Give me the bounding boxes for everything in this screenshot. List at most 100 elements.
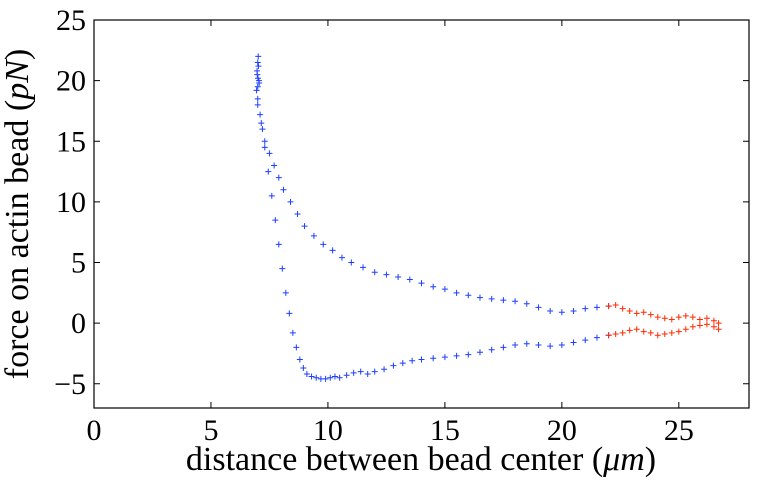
data-point [682, 326, 689, 333]
data-point [338, 254, 345, 261]
data-point [418, 280, 425, 287]
data-point [360, 264, 367, 271]
x-axis-ticks: 0 5 10 15 20 25 [87, 20, 694, 447]
data-point [418, 356, 425, 363]
data-point [619, 329, 626, 336]
series-0 [253, 53, 612, 382]
data-point [430, 355, 437, 362]
data-point [715, 320, 722, 327]
data-point [626, 308, 633, 314]
data-point [453, 352, 460, 359]
data-point [523, 300, 530, 307]
data-point [570, 339, 577, 346]
data-point [605, 332, 612, 339]
data-point [275, 241, 282, 248]
data-point [371, 269, 378, 276]
data-point [668, 329, 675, 336]
data-point [476, 349, 483, 356]
data-point [268, 192, 275, 199]
data-point [654, 332, 661, 339]
data-point [488, 295, 495, 302]
data-point [710, 323, 717, 330]
data-point [266, 150, 273, 157]
data-point [715, 326, 722, 333]
data-point [689, 323, 696, 330]
x-axis-unit: μm [602, 441, 645, 478]
data-point [286, 310, 293, 317]
data-point [303, 371, 310, 378]
data-point [350, 369, 357, 376]
data-point [582, 305, 589, 312]
x-tick-label: 25 [664, 414, 694, 447]
data-point [381, 366, 388, 373]
x-axis-label: distance between bead center (μm) [186, 441, 656, 478]
data-point [327, 374, 334, 381]
data-point [301, 223, 308, 230]
data-point [647, 311, 654, 318]
data-point [633, 326, 640, 333]
data-point [296, 356, 303, 363]
data-point [322, 375, 329, 382]
data-point [675, 314, 682, 321]
data-point [255, 63, 262, 70]
data-point [364, 371, 371, 378]
x-tick-label: 15 [430, 414, 460, 447]
data-point [703, 321, 710, 328]
data-point [348, 259, 355, 266]
y-tick-label: 10 [56, 186, 86, 219]
data-point [399, 360, 406, 367]
data-point [406, 276, 413, 283]
data-point [254, 67, 261, 74]
data-point [275, 174, 282, 181]
y-tick-label: 0 [71, 307, 86, 340]
data-point [254, 101, 261, 108]
data-point [293, 344, 300, 351]
data-point [331, 373, 338, 380]
data-point [612, 331, 619, 338]
y-tick-label: 20 [56, 65, 86, 98]
data-point [605, 303, 612, 310]
data-point [254, 59, 261, 66]
data-point [383, 271, 390, 278]
data-point [647, 329, 654, 336]
data-point [265, 168, 272, 175]
data-point [441, 354, 448, 361]
data-point [441, 286, 448, 293]
data-point [300, 364, 307, 371]
data-point [523, 340, 530, 347]
data-point [535, 304, 542, 311]
data-point [640, 309, 647, 316]
data-point [294, 211, 301, 217]
data-point [547, 343, 554, 350]
data-point [535, 341, 542, 348]
series-1 [605, 301, 722, 339]
data-point [682, 312, 689, 319]
data-point [259, 126, 266, 133]
data-point [282, 289, 289, 296]
data-point [619, 305, 626, 312]
data-point [343, 372, 350, 379]
data-point [488, 346, 495, 353]
data-point [668, 316, 675, 323]
data-point [254, 75, 261, 82]
data-point [500, 344, 507, 351]
y-tick-label: 5 [71, 247, 86, 280]
data-point [289, 329, 296, 336]
y-axis-ticks: −5 0 5 10 15 20 25 [54, 4, 749, 401]
x-tick-label: 0 [87, 414, 102, 447]
data-point [254, 83, 261, 90]
data-point [582, 337, 589, 344]
data-point [696, 322, 703, 329]
data-point [329, 247, 336, 254]
data-point [661, 331, 668, 338]
data-point [357, 368, 364, 375]
data-point [696, 316, 703, 323]
data-point [253, 87, 260, 94]
data-point [261, 138, 268, 145]
data-point [310, 232, 317, 239]
y-tick-label: 25 [56, 4, 86, 37]
data-point [308, 373, 315, 380]
data-point [336, 374, 343, 381]
y-tick-label: −5 [54, 368, 86, 401]
